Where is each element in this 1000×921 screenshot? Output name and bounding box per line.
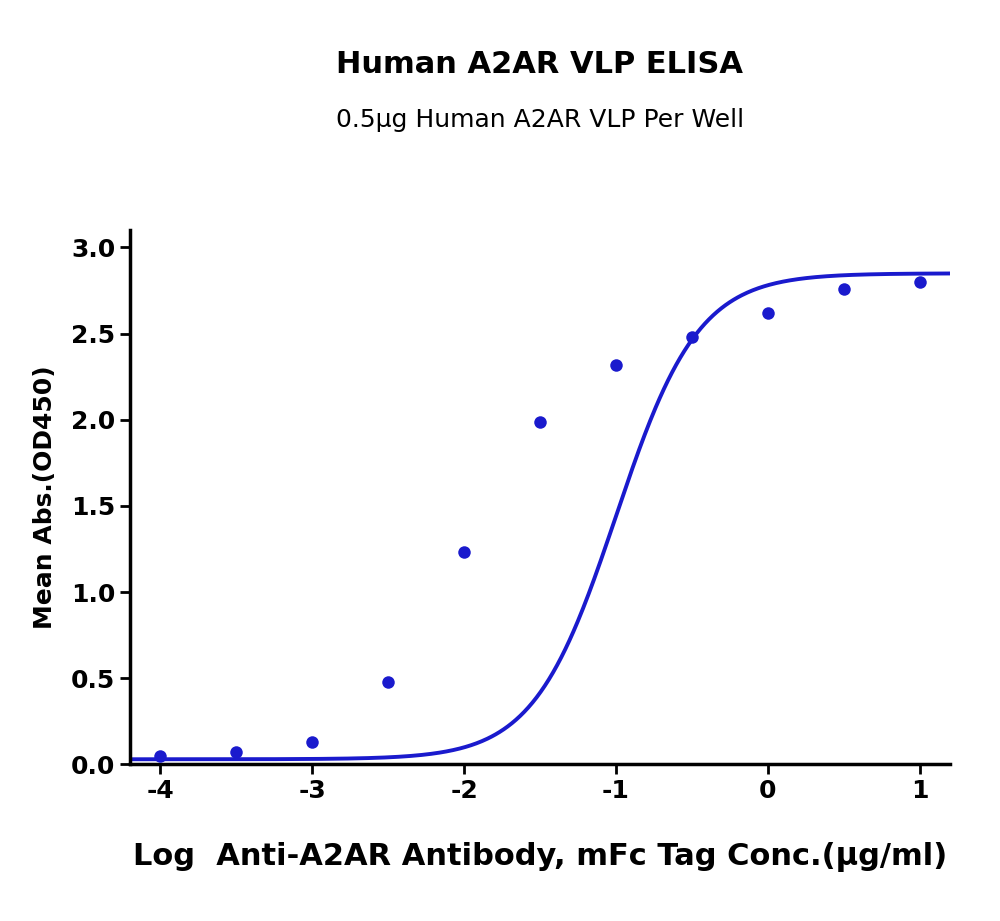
Text: Human A2AR VLP ELISA: Human A2AR VLP ELISA xyxy=(336,50,744,79)
Text: 0.5μg Human A2AR VLP Per Well: 0.5μg Human A2AR VLP Per Well xyxy=(336,108,744,132)
Text: Log  Anti-A2AR Antibody, mFc Tag Conc.(μg/ml): Log Anti-A2AR Antibody, mFc Tag Conc.(μg… xyxy=(133,842,947,871)
Y-axis label: Mean Abs.(OD450): Mean Abs.(OD450) xyxy=(33,366,57,629)
